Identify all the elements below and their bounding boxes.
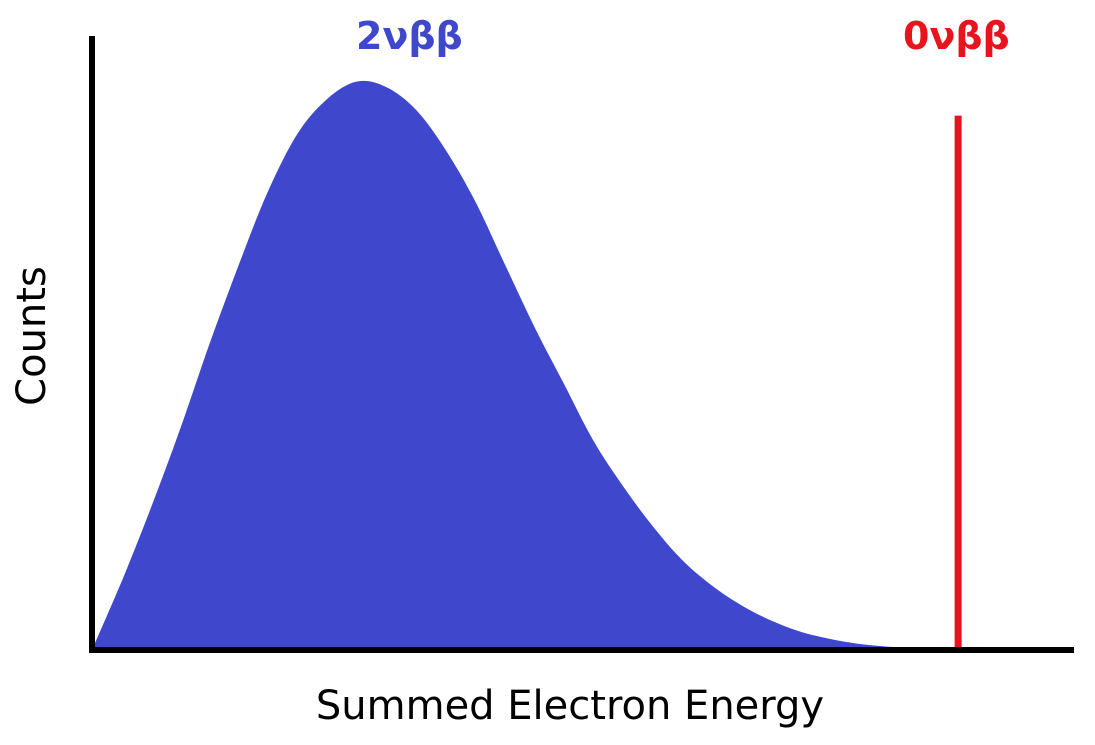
series-area-2nbb [92,80,976,651]
x-axis-label: Summed Electron Energy [315,683,825,729]
y-axis-label: Counts [9,266,55,406]
series-label-0nbb: 0νββ [903,14,1010,58]
series-label-2nbb: 2νββ [356,14,463,58]
